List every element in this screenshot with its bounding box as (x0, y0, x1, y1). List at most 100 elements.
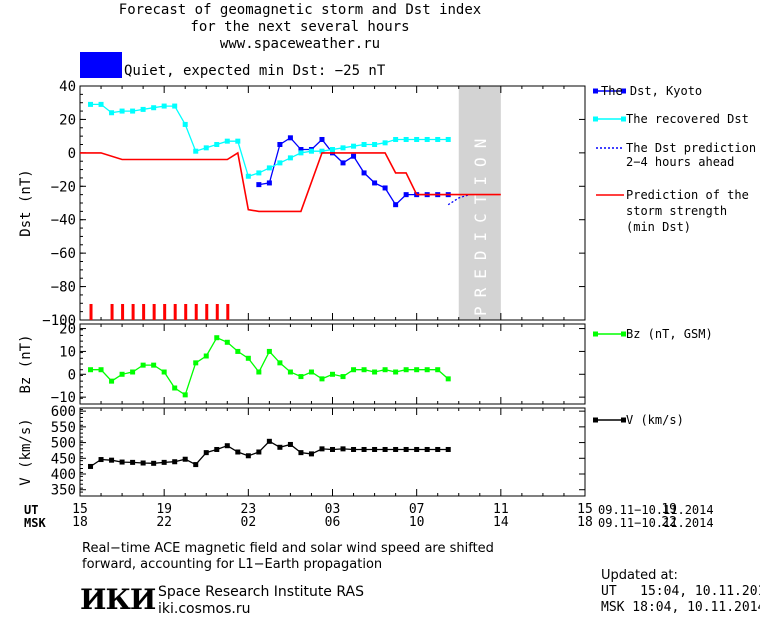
y-axis-label: V (km/s) (18, 418, 34, 485)
data-point (109, 110, 115, 116)
data-point (403, 367, 409, 373)
data-point (193, 148, 199, 154)
x-tick-label-msk: 18 (72, 515, 88, 530)
data-point (224, 443, 230, 449)
footer-note-line2: forward, accounting for L1−Earth propaga… (82, 557, 383, 572)
data-point (382, 185, 388, 191)
y-tick-label: 500 (51, 436, 76, 452)
panel-frame (79, 407, 586, 497)
x-axis-date-range-msk: 09.11−10.11.2014 (598, 516, 714, 530)
prediction-band-label: PREDICTION (471, 130, 490, 316)
data-point (266, 348, 272, 354)
chart-title-line2: for the next several hours (190, 19, 410, 35)
data-point (245, 173, 251, 179)
quiet-marker (163, 304, 167, 320)
data-point (266, 438, 272, 444)
iki-logo: ИКИ (80, 583, 156, 616)
data-point (214, 335, 220, 341)
quiet-marker (205, 304, 209, 320)
y-tick-label: −100 (42, 313, 76, 329)
data-point (319, 136, 325, 142)
data-point (403, 136, 409, 142)
data-point (245, 355, 251, 361)
data-point (172, 385, 178, 391)
data-point (256, 449, 262, 455)
data-point (330, 371, 335, 377)
data-point (277, 444, 283, 450)
data-point (340, 160, 346, 166)
data-point (361, 170, 367, 176)
footer-note-line1: Real−time ACE magnetic field and solar w… (82, 541, 494, 556)
data-point (393, 202, 399, 208)
data-point (361, 142, 367, 147)
data-point (214, 446, 220, 452)
data-point (361, 446, 367, 452)
data-point (414, 367, 420, 373)
y-tick-label: 350 (51, 483, 76, 499)
legend-v-symbol-marker (593, 417, 598, 423)
data-point (130, 459, 136, 465)
data-point (287, 441, 293, 447)
data-point (182, 456, 188, 462)
y-tick-label: 40 (59, 79, 76, 95)
x-tick-label-ut: 23 (241, 502, 257, 517)
data-point (319, 148, 325, 154)
data-point (140, 106, 146, 112)
legend-kyoto-symbol-marker (621, 88, 626, 94)
data-point (161, 459, 167, 465)
data-point (140, 362, 146, 368)
x-tick-label-msk: 14 (493, 515, 509, 530)
y-tick-label: 10 (59, 344, 76, 360)
data-point (235, 348, 241, 354)
data-point (151, 105, 157, 111)
quiet-marker (152, 304, 156, 320)
data-point (130, 108, 136, 114)
data-point (393, 136, 399, 142)
status-color-box (80, 52, 122, 78)
y-axis-label: Bz (nT) (18, 334, 34, 393)
legend-storm-label-2: storm strength (626, 204, 728, 218)
data-point (308, 148, 314, 154)
legend-v-symbol-marker (621, 417, 626, 423)
x-tick-label-msk: 06 (325, 515, 341, 530)
site-url[interactable]: www.spaceweather.ru (219, 36, 381, 52)
updated-ut: UT 15:04, 10.11.2014 (601, 584, 760, 599)
data-point (351, 367, 357, 373)
data-point (298, 147, 304, 153)
quiet-marker (184, 304, 188, 320)
data-point (382, 446, 388, 452)
chart-title-line1: Forecast of geomagnetic storm and Dst in… (118, 2, 482, 18)
data-point (372, 180, 378, 186)
data-point (330, 147, 335, 153)
data-point (361, 367, 367, 373)
data-point (161, 369, 167, 375)
panel-frame (79, 85, 586, 321)
data-point (340, 145, 346, 151)
data-point (235, 449, 241, 455)
series-1-4 (80, 151, 501, 213)
data-point (445, 136, 451, 142)
data-point (340, 446, 346, 452)
x-tick-label-ut: 15 (577, 502, 593, 517)
x-tick-label-ut: 03 (325, 502, 341, 517)
data-point (98, 367, 104, 373)
quiet-marker (110, 304, 114, 320)
institute-site[interactable]: iki.cosmos.ru (158, 601, 251, 617)
data-point (224, 339, 230, 345)
y-tick-label: −80 (51, 280, 76, 296)
data-point (403, 446, 409, 452)
data-point (266, 180, 272, 186)
data-point (193, 360, 199, 366)
data-point (203, 450, 209, 456)
series-1-3 (447, 193, 470, 206)
data-point (382, 367, 388, 373)
data-point (109, 457, 115, 463)
x-tick-label-msk: 02 (241, 515, 257, 530)
data-point (403, 192, 409, 198)
legend-recovered-label: The recovered Dst (626, 112, 749, 126)
data-point (130, 369, 136, 375)
data-point (88, 463, 94, 469)
quiet-marker (173, 304, 177, 320)
data-point (277, 142, 283, 147)
